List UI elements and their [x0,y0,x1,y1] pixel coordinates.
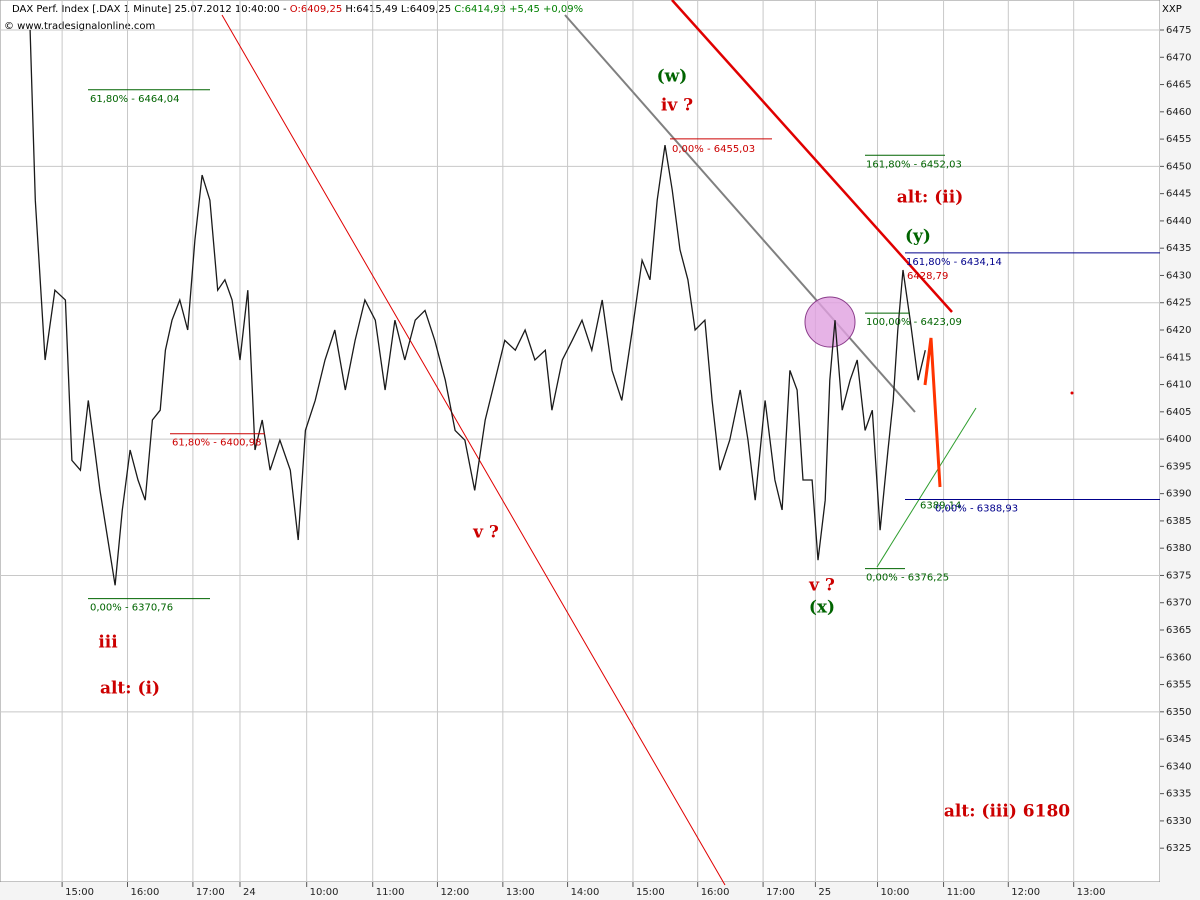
time-axis [0,882,1160,900]
wave-label: alt: (i) [100,679,160,699]
fib-label: 161,80% - 6452,03 [866,159,962,170]
fib-label: 6428,79 [907,271,948,282]
wave-label: alt: (ii) [897,188,964,208]
x-tick-label: 10:00 [310,887,339,898]
y-tick-label: 6335 [1166,789,1191,800]
fib-label: 61,80% - 6464,04 [90,94,179,105]
wave-label: (x) [809,598,835,618]
x-tick-label: 12:00 [1011,887,1040,898]
fib-label: 100,00% - 6423,09 [866,317,962,328]
x-tick-label: 17:00 [196,887,225,898]
fib-label: 0,00% - 6455,03 [672,144,755,155]
y-tick-label: 6390 [1166,489,1191,500]
header-title: DAX Perf. Index [.DAX 1 Minute] 25.07.20… [12,4,583,15]
x-tick-label: 15:00 [636,887,665,898]
x-tick-label: 12:00 [440,887,469,898]
x-tick-label: 16:00 [131,887,160,898]
trend-line [221,14,726,886]
trend-line [876,407,977,568]
high: H:6415,49 [345,4,397,15]
fib-label: 0,00% - 6370,76 [90,603,173,614]
x-tick-label: 10:00 [881,887,910,898]
x-tick-label: 16:00 [701,887,730,898]
source: © www.tradesignalonline.com [4,21,155,32]
wave-label: iii [98,633,118,653]
x-tick-label: 24 [243,887,256,898]
wave-label: (y) [905,227,931,247]
y-tick-label: 6460 [1166,107,1191,118]
wave-label: v ? [472,523,499,543]
x-tick-label: 13:00 [1077,887,1106,898]
wave-label: v ? [808,576,835,596]
corner: XXP [1162,4,1182,15]
low: L:6409,25 [401,4,451,15]
y-tick-label: 6380 [1166,543,1191,554]
y-tick-label: 6330 [1166,816,1191,827]
y-tick-label: 6435 [1166,243,1191,254]
y-tick-label: 6430 [1166,270,1191,281]
title: DAX Perf. Index [.DAX 1 Minute] 25.07.20… [12,4,287,15]
y-tick-label: 6340 [1166,761,1191,772]
fib-label: 6389,14 [920,500,961,511]
y-tick-label: 6375 [1166,570,1191,581]
x-tick-label: 11:00 [947,887,976,898]
y-tick-label: 6400 [1166,434,1191,445]
open: O:6409,25 [290,4,342,15]
y-tick-label: 6410 [1166,380,1191,391]
y-tick-label: 6365 [1166,625,1191,636]
x-tick-label: 15:00 [65,887,94,898]
y-tick-label: 6465 [1166,80,1191,91]
y-tick-label: 6445 [1166,189,1191,200]
price-axis [1160,0,1200,900]
projection [923,337,942,488]
y-tick-label: 6385 [1166,516,1191,527]
x-tick-label: 25 [818,887,831,898]
y-tick-label: 6355 [1166,680,1191,691]
wave-label: (w) [657,67,688,87]
close: C:6414,93 +5,45 +0,09% [454,4,583,15]
x-tick-label: 11:00 [376,887,405,898]
y-tick-label: 6440 [1166,216,1191,227]
highlight [804,296,856,348]
wave-label: iv ? [661,96,693,116]
fib-label: 0,00% - 6376,25 [866,573,949,584]
y-tick-label: 6415 [1166,352,1191,363]
trend-line [564,14,916,413]
y-tick-label: 6370 [1166,598,1191,609]
y-tick-label: 6345 [1166,734,1191,745]
y-tick-label: 6360 [1166,652,1191,663]
price-line [29,29,926,586]
y-tick-label: 6420 [1166,325,1191,336]
y-tick-label: 6350 [1166,707,1191,718]
y-tick-label: 6455 [1166,134,1191,145]
y-tick-label: 6450 [1166,161,1191,172]
y-tick-label: 6470 [1166,52,1191,63]
y-tick-label: 6425 [1166,298,1191,309]
trend-line [671,0,953,313]
wave-label: alt: (iii) 6180 [944,802,1070,822]
marker [1070,391,1074,395]
fib-label: 0,00% - 6388,93 [935,503,1018,514]
x-tick-label: 14:00 [571,887,600,898]
y-tick-label: 6405 [1166,407,1191,418]
fib-label: 61,80% - 6400,98 [172,438,261,449]
x-tick-label: 17:00 [766,887,795,898]
fib-label: 161,80% - 6434,14 [906,257,1002,268]
y-tick-label: 6395 [1166,461,1191,472]
y-tick-label: 6475 [1166,25,1191,36]
x-tick-label: 13:00 [506,887,535,898]
y-tick-label: 6325 [1166,843,1191,854]
